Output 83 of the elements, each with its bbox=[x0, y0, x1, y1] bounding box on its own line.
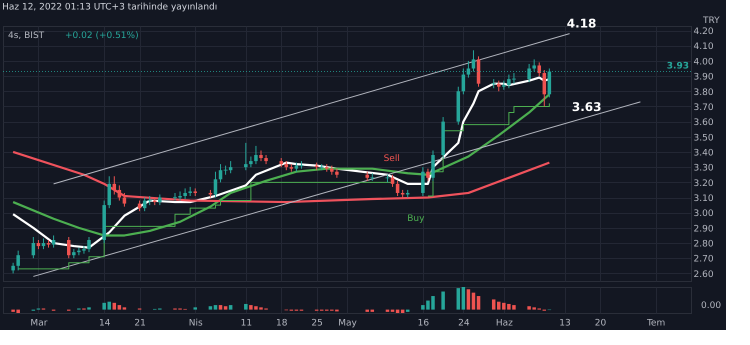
x-tick-label: 16 bbox=[418, 318, 430, 328]
x-tick-label: 24 bbox=[458, 318, 470, 328]
y-tick-label: 3.90 bbox=[694, 72, 714, 83]
y-tick-label: 3.50 bbox=[694, 133, 714, 144]
candlestick bbox=[11, 262, 15, 274]
x-tick-label: 14 bbox=[98, 318, 111, 328]
candlestick bbox=[72, 248, 76, 259]
candlestick bbox=[42, 238, 46, 250]
bar bbox=[441, 292, 445, 310]
candlestick bbox=[244, 142, 248, 171]
candlestick bbox=[421, 166, 425, 196]
candlestick bbox=[431, 150, 435, 182]
candlestick bbox=[542, 70, 546, 107]
text: 0.00 bbox=[701, 301, 722, 311]
candlestick bbox=[67, 236, 71, 259]
candlestick bbox=[426, 168, 430, 182]
annotation: 4.18 bbox=[566, 16, 596, 31]
y-tick-label: 4.10 bbox=[694, 42, 714, 52]
x-tick-label: 11 bbox=[240, 318, 252, 328]
candlestick bbox=[183, 188, 187, 200]
candlestick bbox=[497, 80, 501, 92]
y-tick-label: 3.40 bbox=[694, 148, 714, 158]
candlestick bbox=[214, 171, 218, 198]
bar bbox=[228, 305, 232, 310]
candlestick bbox=[16, 250, 20, 271]
candlestick bbox=[279, 158, 283, 168]
candlestick bbox=[107, 176, 111, 209]
x-tick-label: 21 bbox=[134, 318, 146, 328]
x-tick-label: Nis bbox=[188, 318, 204, 328]
candlestick bbox=[284, 160, 288, 171]
bar bbox=[476, 296, 480, 310]
x-tick-label: 25 bbox=[311, 318, 323, 328]
bar bbox=[431, 296, 435, 310]
candlestick bbox=[396, 180, 400, 196]
bar bbox=[244, 304, 248, 310]
y-tick-label: 4.20 bbox=[694, 27, 714, 38]
candlestick bbox=[87, 236, 91, 253]
y-tick-label: 3.80 bbox=[694, 88, 714, 98]
candlestick bbox=[188, 186, 192, 196]
candlestick bbox=[259, 150, 263, 162]
candlestick bbox=[36, 240, 40, 250]
x-tick-label: May bbox=[338, 318, 358, 328]
text: TRY bbox=[702, 16, 720, 26]
candlestick bbox=[158, 194, 162, 206]
candlestick bbox=[112, 176, 116, 195]
candlestick bbox=[390, 174, 394, 188]
annotation: Sell bbox=[384, 154, 400, 164]
candlestick bbox=[52, 234, 56, 248]
x-tick-label: 20 bbox=[594, 318, 606, 328]
annotation: Buy bbox=[407, 214, 426, 224]
candlestick bbox=[254, 145, 258, 165]
y-tick-label: 3.60 bbox=[694, 118, 714, 128]
candlestick bbox=[502, 80, 506, 90]
x-tick-label: 18 bbox=[276, 318, 288, 328]
y-tick-label: 2.70 bbox=[694, 254, 714, 265]
candlestick bbox=[365, 171, 369, 182]
candlestick bbox=[138, 200, 142, 212]
y-tick-label: 3.10 bbox=[694, 194, 714, 204]
candlestick bbox=[32, 236, 36, 259]
x-tick-label: Tem bbox=[646, 318, 666, 328]
y-tick-label: 2.60 bbox=[694, 270, 714, 280]
annotation: +0.02 (+0.51%) bbox=[65, 31, 139, 41]
line-series bbox=[12, 150, 550, 204]
x-tick-label: Mar bbox=[30, 318, 48, 328]
x-tick-label: 13 bbox=[559, 318, 571, 328]
text: 4s, BIST bbox=[8, 31, 45, 41]
y-tick-label: 3.00 bbox=[694, 209, 714, 220]
candlestick bbox=[537, 62, 541, 77]
y-tick-label: 2.90 bbox=[694, 224, 714, 234]
y-tick-label: 4.00 bbox=[694, 57, 714, 68]
annotation: 3.63 bbox=[572, 100, 602, 114]
y-tick-label: 3.20 bbox=[694, 178, 714, 189]
chart-subtitle: Haz 12, 2022 01:13 UTC+3 tarihinde yayınlandı bbox=[2, 2, 218, 12]
x-tick-label: Haz bbox=[496, 318, 514, 328]
y-tick-label: 3.30 bbox=[694, 164, 714, 174]
y-tick-label: 3.70 bbox=[694, 102, 714, 113]
candlestick bbox=[335, 168, 339, 178]
y-tick-label: 2.80 bbox=[694, 240, 714, 250]
ref-line-label: 3.93 bbox=[666, 62, 689, 72]
candlestick bbox=[492, 78, 496, 89]
candlestick bbox=[330, 165, 334, 176]
candlestick bbox=[264, 154, 268, 165]
candlestick bbox=[249, 156, 253, 168]
